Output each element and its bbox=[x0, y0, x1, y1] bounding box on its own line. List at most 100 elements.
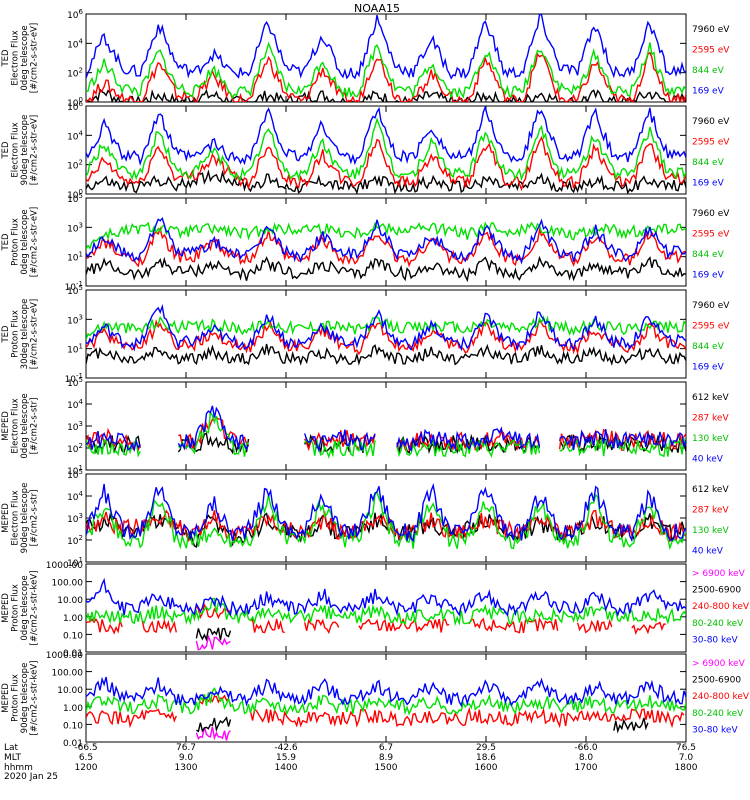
series-line bbox=[86, 405, 686, 453]
y-tick-label: 103 bbox=[67, 512, 83, 525]
x-tick-label: 15.9 bbox=[276, 753, 296, 763]
legend-entry: 844 eV bbox=[692, 158, 725, 168]
y-tick-label: 100.00 bbox=[52, 579, 84, 589]
y-axis-label-line: TED bbox=[1, 141, 11, 160]
legend-entry: 2500-6900 bbox=[692, 676, 741, 686]
y-tick-label: 103 bbox=[67, 420, 83, 433]
series-line bbox=[86, 51, 686, 102]
legend-entry: 169 eV bbox=[692, 362, 725, 372]
x-row-label: Lat bbox=[4, 743, 19, 753]
legend-entry: 2595 eV bbox=[692, 137, 730, 147]
x-tick-label: 29.5 bbox=[476, 743, 496, 753]
y-tick-label: 102 bbox=[67, 67, 83, 80]
series-line bbox=[86, 490, 686, 551]
series-line bbox=[86, 577, 686, 617]
y-axis-label-line: MEPED bbox=[1, 503, 11, 533]
y-axis-label-line: Proton Flux bbox=[11, 674, 21, 722]
series-line bbox=[86, 41, 686, 99]
series-line bbox=[86, 226, 686, 268]
x-tick-label: -66.0 bbox=[574, 743, 598, 753]
y-axis-label-line: MEPED bbox=[1, 683, 11, 713]
y-axis-label-line: [#/cm2-s-str-keV] bbox=[30, 661, 40, 736]
y-tick-label: 10.00 bbox=[57, 596, 83, 606]
series-line bbox=[86, 318, 686, 356]
y-tick-label: 101 bbox=[67, 343, 83, 356]
legend-entry: 2595 eV bbox=[692, 321, 730, 331]
y-tick-label: 1000.00 bbox=[46, 561, 83, 571]
legend-entry: 612 keV bbox=[692, 393, 729, 403]
legend-entry: 612 keV bbox=[692, 485, 729, 495]
y-tick-label: 104 bbox=[67, 490, 83, 503]
legend-entry: 844 eV bbox=[692, 342, 725, 352]
y-tick-label: 100.00 bbox=[52, 669, 84, 679]
y-axis-label: MEPED Electron Flux 90deg telescope [#/cm2-… bbox=[1, 483, 40, 554]
legend-entry: 80-240 keV bbox=[692, 709, 744, 719]
series-line bbox=[196, 716, 649, 734]
y-axis-label: MEPED Electron Flux 0deg telescope [#/cm2-s… bbox=[1, 393, 40, 458]
x-row-label: MLT bbox=[4, 753, 22, 763]
legend-entry: 844 eV bbox=[692, 250, 725, 260]
y-tick-label: 1.00 bbox=[63, 704, 83, 714]
panel-frame bbox=[85, 381, 687, 471]
y-axis-label: TED Electron Flux 0deg telescope [#/cm2-s-s… bbox=[1, 23, 40, 93]
y-axis-label-line: Electron Flux bbox=[11, 398, 21, 453]
x-tick-label: 1200 bbox=[75, 763, 98, 773]
x-tick-label: 1800 bbox=[675, 763, 698, 773]
x-tick-label: 1600 bbox=[475, 763, 498, 773]
legend-entry: 30-80 keV bbox=[692, 725, 738, 735]
y-axis-label-line: Proton Flux bbox=[11, 218, 21, 266]
chart-title: NOAA15 bbox=[354, 2, 400, 15]
legend-entry: > 6900 keV bbox=[692, 659, 746, 669]
x-tick-label: 1700 bbox=[575, 763, 598, 773]
series-group bbox=[86, 14, 686, 102]
y-axis-label-line: Electron Flux bbox=[11, 490, 21, 545]
series-group bbox=[86, 217, 686, 283]
y-tick-label: 104 bbox=[67, 398, 83, 411]
y-axis-label-line: 30deg telescope bbox=[20, 299, 30, 370]
y-tick-label: 102 bbox=[67, 159, 83, 172]
legend-entry: 240-800 keV bbox=[692, 602, 750, 612]
y-tick-label: 104 bbox=[67, 129, 83, 142]
panel-8: 0.01 0.10 1.00 10.00 100.00 1000.00 MEPED Proto… bbox=[1, 651, 750, 749]
series-line bbox=[86, 482, 686, 543]
legend-entry: 169 eV bbox=[692, 178, 725, 188]
x-tick-label: 6.7 bbox=[379, 743, 393, 753]
legend-entry: 169 eV bbox=[692, 270, 725, 280]
x-tick-label: 1400 bbox=[275, 763, 298, 773]
y-tick-label: 1.00 bbox=[63, 614, 83, 624]
y-axis-label-line: TED bbox=[1, 325, 11, 344]
y-tick-label: 106 bbox=[67, 8, 83, 21]
x-tick-label: 1500 bbox=[375, 763, 398, 773]
legend-entry: 287 keV bbox=[692, 413, 729, 423]
series-group bbox=[86, 676, 686, 741]
legend-entry: 2595 eV bbox=[692, 229, 730, 239]
y-axis-label: TED Proton Flux 0deg telescope [#/cm2-s-str… bbox=[1, 207, 40, 277]
series-line bbox=[86, 676, 686, 708]
y-tick-label: 0.01 bbox=[63, 649, 83, 659]
x-tick-label: 8.0 bbox=[579, 753, 594, 763]
legend-entry: 7960 eV bbox=[692, 25, 730, 35]
x-row-label: hhmm bbox=[4, 763, 33, 773]
series-line bbox=[86, 410, 686, 459]
series-line bbox=[86, 169, 686, 194]
x-tick-label: 18.6 bbox=[476, 753, 496, 763]
y-axis-label-line: [#/cm2-s-str-eV] bbox=[30, 23, 40, 93]
series-line bbox=[86, 303, 686, 352]
legend-entry: 130 keV bbox=[692, 434, 729, 444]
y-axis-label-line: TED bbox=[1, 49, 11, 68]
y-axis-label-line: 0deg telescope bbox=[20, 393, 30, 458]
y-tick-label: 0.01 bbox=[63, 739, 83, 749]
legend-entry: 80-240 keV bbox=[692, 619, 744, 629]
x-tick-label: 76.5 bbox=[676, 743, 696, 753]
y-axis-label-line: Electron Flux bbox=[11, 122, 21, 177]
y-axis-label-line: 0deg telescope bbox=[20, 25, 30, 90]
y-axis-label-line: Proton Flux bbox=[11, 584, 21, 632]
y-axis-label-line: TED bbox=[1, 233, 11, 252]
legend-entry: 7960 eV bbox=[692, 209, 730, 219]
legend-entry: 169 eV bbox=[692, 86, 725, 96]
series-group bbox=[86, 106, 686, 194]
